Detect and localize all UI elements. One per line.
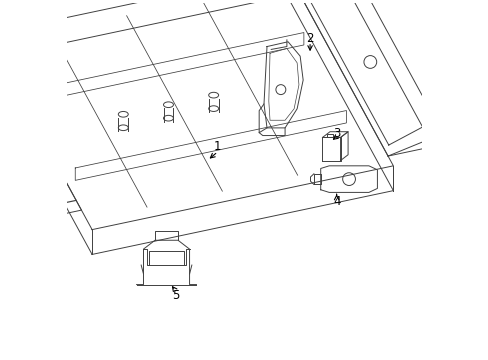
Text: 3: 3 bbox=[332, 127, 340, 140]
Text: 5: 5 bbox=[171, 289, 179, 302]
Text: 2: 2 bbox=[305, 32, 313, 45]
Text: 4: 4 bbox=[332, 195, 340, 208]
Text: 1: 1 bbox=[214, 140, 221, 153]
